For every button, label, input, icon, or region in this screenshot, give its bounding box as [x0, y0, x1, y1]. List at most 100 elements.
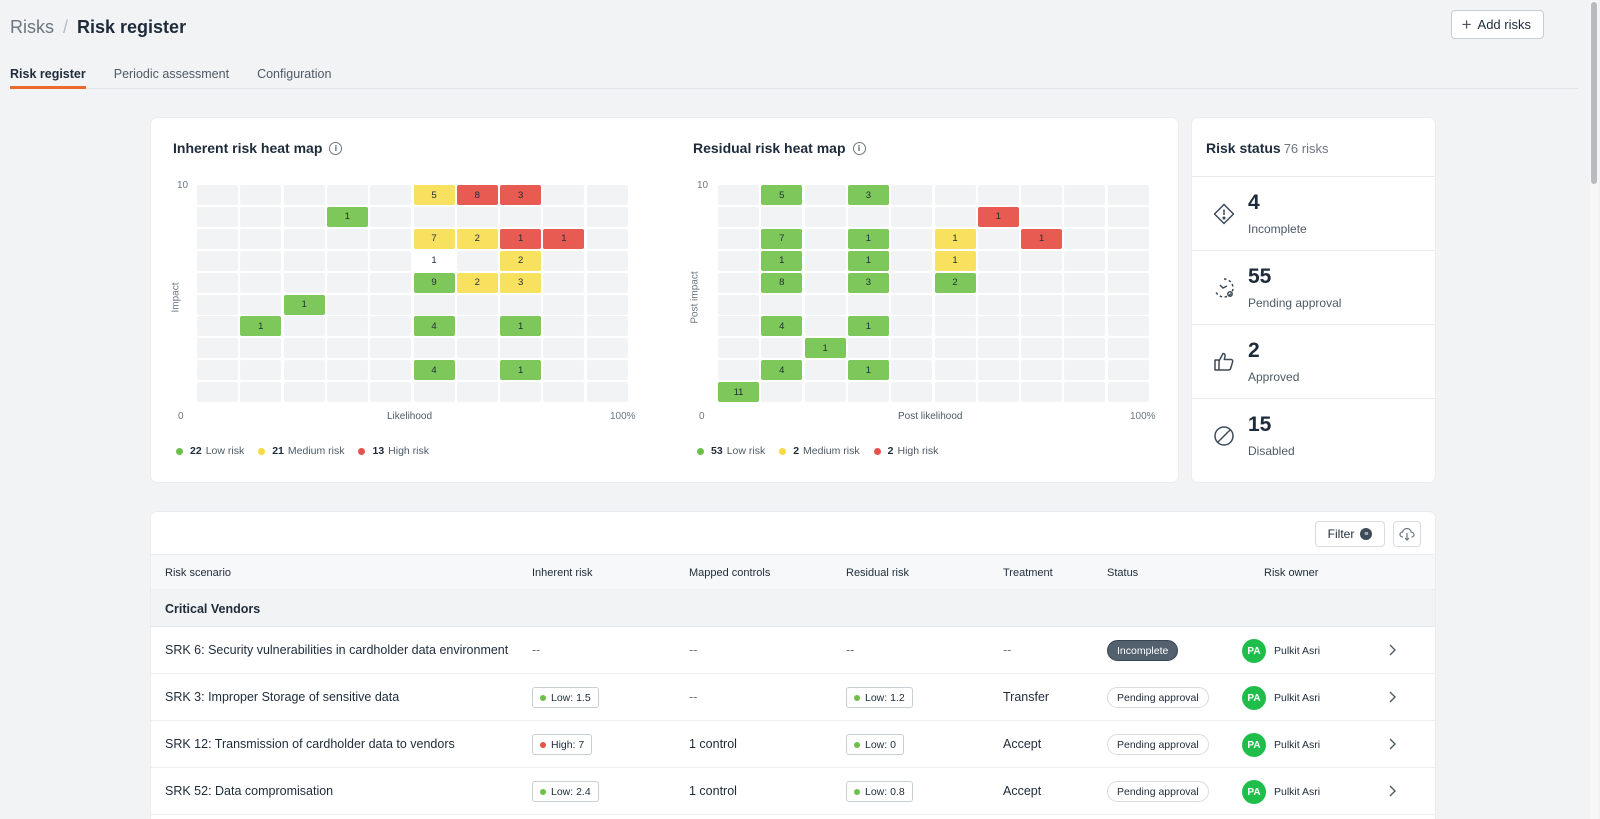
- avatar: PA: [1242, 686, 1266, 710]
- heatmap-cell[interactable]: 3: [500, 185, 542, 205]
- col-treatment[interactable]: Treatment: [1003, 567, 1053, 579]
- heatmap-empty-cell: [586, 250, 628, 271]
- heatmap-cell[interactable]: 2: [500, 250, 542, 271]
- status-disabled[interactable]: 15 Disabled: [1192, 398, 1435, 472]
- heatmap-empty-cell: [977, 272, 1019, 293]
- table-row[interactable]: SRK 52: Data compromisation Low: 2.4 1 con…: [151, 769, 1435, 815]
- heatmap-empty-cell: [1107, 294, 1149, 315]
- scrollbar-thumb[interactable]: [1591, 2, 1597, 184]
- approved-label: Approved: [1248, 370, 1300, 384]
- heatmap-cell[interactable]: 3: [847, 272, 889, 293]
- plus-icon: +: [1461, 15, 1472, 34]
- heatmap-cell[interactable]: 3: [500, 272, 542, 293]
- heatmap-cell[interactable]: 2: [934, 272, 976, 293]
- heatmap-empty-cell: [326, 272, 368, 293]
- inherent-risk-badge: Low: 1.5: [532, 687, 599, 708]
- heatmap-cell[interactable]: 7: [413, 228, 455, 249]
- heatmap-cell[interactable]: 1: [934, 250, 976, 271]
- risk-owner: PA Pulkit Asri: [1242, 686, 1320, 710]
- tab-risk-register[interactable]: Risk register: [10, 63, 86, 89]
- heatmap-cell[interactable]: 1: [847, 360, 889, 381]
- add-risks-button[interactable]: + Add risks: [1450, 10, 1544, 39]
- chevron-right-icon[interactable]: [1384, 783, 1400, 799]
- heatmap-cell[interactable]: 4: [761, 316, 803, 337]
- heatmap-cell[interactable]: 4: [413, 316, 455, 337]
- status-incomplete[interactable]: 4 Incomplete: [1192, 176, 1435, 250]
- heatmap-cell[interactable]: 1: [283, 294, 325, 315]
- tab-periodic-assessment[interactable]: Periodic assessment: [113, 67, 230, 81]
- heatmap-cell[interactable]: 5: [761, 185, 803, 205]
- heatmap-empty-cell: [326, 338, 368, 359]
- info-icon[interactable]: i: [852, 141, 866, 155]
- heatmap-cell[interactable]: 3: [847, 185, 889, 205]
- group-row[interactable]: Critical Vendors: [151, 590, 1435, 627]
- heatmap-cell[interactable]: 2: [456, 228, 498, 249]
- heatmap-empty-cell: [370, 185, 412, 205]
- heatmap-cell[interactable]: 1: [413, 250, 455, 271]
- residual-risk-badge-value: Low: 0.8: [865, 785, 905, 798]
- heatmap-cell[interactable]: 1: [1021, 228, 1063, 249]
- heatmap-cell[interactable]: 1: [326, 206, 368, 227]
- risk-scenario[interactable]: SRK 6: Security vulnerabilities in cardh…: [165, 643, 509, 657]
- risk-scenario[interactable]: SRK 3: Improper Storage of sensitive dat…: [165, 690, 400, 704]
- status-approved[interactable]: 2 Approved: [1192, 324, 1435, 398]
- legend-medium: 21 Medium risk: [258, 445, 344, 457]
- heatmap-cell[interactable]: 8: [761, 272, 803, 293]
- chevron-right-icon[interactable]: [1384, 689, 1400, 705]
- filter-button[interactable]: Filter ≡: [1315, 521, 1385, 547]
- risk-scenario[interactable]: SRK 52: Data compromisation: [165, 784, 334, 798]
- col-risk-owner[interactable]: Risk owner: [1264, 567, 1319, 579]
- inherent-risk-badge-value: Low: 1.5: [551, 691, 591, 704]
- heatmap-cell[interactable]: 1: [977, 206, 1019, 227]
- heatmap-cell[interactable]: 1: [500, 316, 542, 337]
- heatmap-empty-cell: [1107, 360, 1149, 381]
- heatmap-cell[interactable]: 7: [761, 228, 803, 249]
- col-residual-risk[interactable]: Residual risk: [846, 567, 909, 579]
- heatmap-cell[interactable]: 1: [804, 338, 846, 359]
- col-risk-scenario[interactable]: Risk scenario: [165, 567, 232, 579]
- heatmap-cell[interactable]: 1: [847, 250, 889, 271]
- scrollbar-track[interactable]: [1590, 0, 1598, 819]
- heatmap-cell[interactable]: 1: [847, 316, 889, 337]
- heatmap-cell[interactable]: 1: [240, 316, 282, 337]
- heatmap-cell[interactable]: 1: [543, 228, 585, 249]
- heatmap-cell[interactable]: 1: [500, 360, 542, 381]
- heatmap-empty-cell: [1107, 382, 1149, 403]
- heatmap-empty-cell: [934, 338, 976, 359]
- heatmap-empty-cell: [1021, 206, 1063, 227]
- heatmap-cell[interactable]: 1: [847, 228, 889, 249]
- col-mapped-controls[interactable]: Mapped controls: [689, 567, 771, 579]
- chevron-right-icon[interactable]: [1384, 736, 1400, 752]
- chevron-right-icon[interactable]: [1384, 642, 1400, 658]
- residual-origin: 0: [699, 411, 705, 422]
- heatmap-empty-cell: [847, 294, 889, 315]
- table-row[interactable]: SRK 6: Security vulnerabilities in cardh…: [151, 628, 1435, 674]
- heatmap-empty-cell: [456, 338, 498, 359]
- table-row[interactable]: SRK 12: Transmission of cardholder data …: [151, 722, 1435, 768]
- heatmap-cell[interactable]: 4: [413, 360, 455, 381]
- incomplete-count: 4: [1248, 191, 1260, 214]
- table-row[interactable]: SRK 3: Improper Storage of sensitive dat…: [151, 675, 1435, 721]
- heatmap-cell[interactable]: 1: [761, 250, 803, 271]
- col-status[interactable]: Status: [1107, 567, 1139, 579]
- heatmap-cell[interactable]: 11: [718, 382, 759, 403]
- heatmap-empty-cell: [977, 250, 1019, 271]
- status-pending-approval[interactable]: 55 Pending approval: [1192, 250, 1435, 324]
- heatmap-cell[interactable]: 2: [456, 272, 498, 293]
- info-icon[interactable]: i: [329, 141, 343, 155]
- download-button[interactable]: [1393, 521, 1421, 547]
- heatmap-cell[interactable]: 4: [761, 360, 803, 381]
- heatmap-cell[interactable]: 8: [456, 185, 498, 205]
- risk-scenario[interactable]: SRK 12: Transmission of cardholder data …: [165, 737, 455, 751]
- col-inherent-risk[interactable]: Inherent risk: [532, 567, 593, 579]
- risk-owner: PA Pulkit Asri: [1242, 639, 1320, 663]
- residual-risk-badge: --: [846, 643, 855, 657]
- heatmap-cell[interactable]: 1: [500, 228, 542, 249]
- heatmap-cell[interactable]: 5: [413, 185, 455, 205]
- breadcrumb-root[interactable]: Risks: [10, 16, 54, 37]
- heatmap-empty-cell: [586, 228, 628, 249]
- heatmap-cell[interactable]: 9: [413, 272, 455, 293]
- tab-configuration[interactable]: Configuration: [257, 67, 332, 81]
- heatmap-cell[interactable]: 1: [934, 228, 976, 249]
- heatmap-empty-cell: [804, 250, 846, 271]
